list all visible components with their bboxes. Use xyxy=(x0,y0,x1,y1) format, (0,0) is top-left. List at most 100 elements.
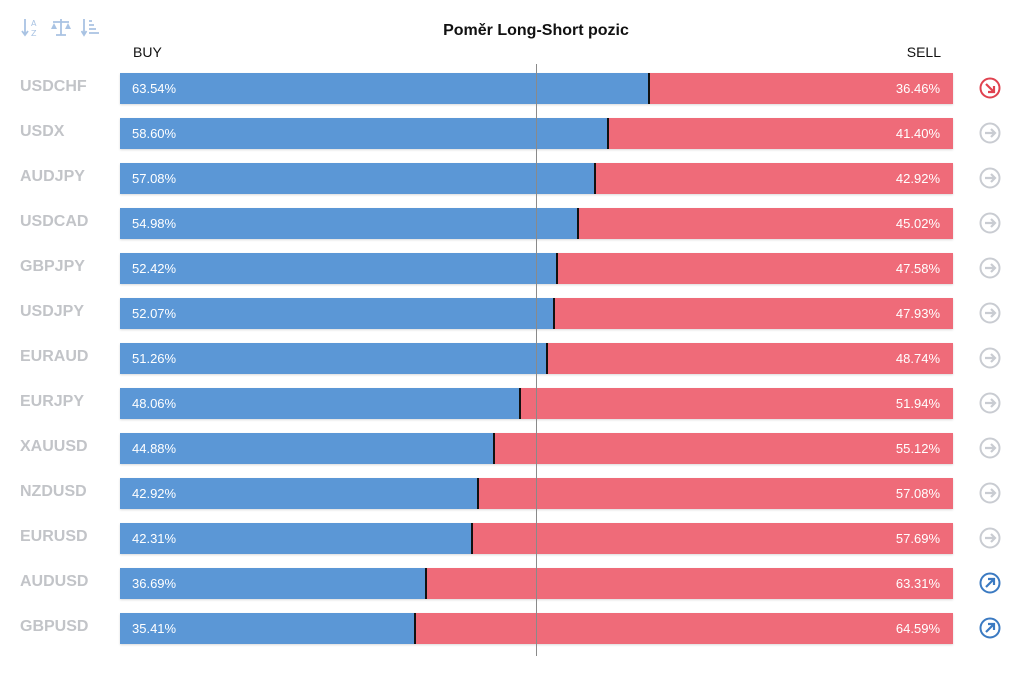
bar-row: USDCAD 54.98% 45.02% xyxy=(0,208,1036,239)
buy-percent-label: 42.31% xyxy=(132,531,177,546)
buy-percent-label: 52.07% xyxy=(132,306,177,321)
sell-bar-segment xyxy=(415,613,953,644)
signal-neutral-icon[interactable] xyxy=(979,347,1001,369)
split-marker xyxy=(648,73,650,104)
ratio-bar: 58.60% 41.40% xyxy=(120,118,953,149)
fifty-percent-line xyxy=(536,64,537,656)
bar-row: NZDUSD 42.92% 57.08% xyxy=(0,478,1036,509)
split-marker xyxy=(553,298,555,329)
symbol-label[interactable]: AUDUSD xyxy=(20,573,89,590)
split-marker xyxy=(519,388,521,419)
split-marker xyxy=(425,568,427,599)
split-marker xyxy=(556,253,558,284)
sell-bar-segment xyxy=(472,523,953,554)
buy-percent-label: 36.69% xyxy=(132,576,177,591)
buy-bar-segment xyxy=(120,298,554,329)
split-marker xyxy=(477,478,479,509)
buy-percent-label: 52.42% xyxy=(132,261,177,276)
sell-header: SELL xyxy=(906,44,941,60)
bar-row: USDCHF 63.54% 36.46% xyxy=(0,73,1036,104)
signal-neutral-icon[interactable] xyxy=(979,212,1001,234)
symbol-label[interactable]: GBPJPY xyxy=(20,258,85,275)
signal-up-icon[interactable] xyxy=(979,572,1001,594)
sell-bar-segment xyxy=(426,568,953,599)
bar-row: AUDUSD 36.69% 63.31% xyxy=(0,568,1036,599)
signal-neutral-icon[interactable] xyxy=(979,482,1001,504)
sell-bar-segment xyxy=(554,298,953,329)
ratio-bar: 52.07% 47.93% xyxy=(120,298,953,329)
symbol-label[interactable]: XAUUSD xyxy=(20,438,88,455)
split-marker xyxy=(414,613,416,644)
buy-bar-segment xyxy=(120,163,595,194)
bar-row: EURUSD 42.31% 57.69% xyxy=(0,523,1036,554)
buy-bar-segment xyxy=(120,343,547,374)
sell-percent-label: 47.58% xyxy=(895,261,940,276)
buy-bar-segment xyxy=(120,478,478,509)
sort-alpha-icon[interactable]: A Z xyxy=(20,14,42,40)
symbol-label[interactable]: EURUSD xyxy=(20,528,88,545)
symbol-label[interactable]: GBPUSD xyxy=(20,618,89,635)
signal-down-icon[interactable] xyxy=(979,77,1001,99)
signal-neutral-icon[interactable] xyxy=(979,257,1001,279)
signal-neutral-icon[interactable] xyxy=(979,122,1001,144)
symbol-label[interactable]: USDCAD xyxy=(20,213,89,230)
signal-neutral-icon[interactable] xyxy=(979,527,1001,549)
ratio-bar: 48.06% 51.94% xyxy=(120,388,953,419)
signal-neutral-icon[interactable] xyxy=(979,392,1001,414)
symbol-label[interactable]: EURAUD xyxy=(20,348,89,365)
balance-icon[interactable] xyxy=(50,14,72,40)
split-marker xyxy=(607,118,609,149)
sell-percent-label: 42.92% xyxy=(895,171,940,186)
buy-percent-label: 35.41% xyxy=(132,621,177,636)
sell-bar-segment xyxy=(494,433,953,464)
symbol-label[interactable]: USDJPY xyxy=(20,303,85,320)
sell-percent-label: 63.31% xyxy=(895,576,940,591)
split-marker xyxy=(546,343,548,374)
ratio-bar: 44.88% 55.12% xyxy=(120,433,953,464)
buy-percent-label: 44.88% xyxy=(132,441,177,456)
ratio-bar: 51.26% 48.74% xyxy=(120,343,953,374)
bar-row: XAUUSD 44.88% 55.12% xyxy=(0,433,1036,464)
buy-bar-segment xyxy=(120,388,520,419)
sell-percent-label: 57.08% xyxy=(895,486,940,501)
ratio-bar: 57.08% 42.92% xyxy=(120,163,953,194)
signal-neutral-icon[interactable] xyxy=(979,437,1001,459)
split-marker xyxy=(471,523,473,554)
sell-percent-label: 64.59% xyxy=(895,621,940,636)
ratio-bar: 54.98% 45.02% xyxy=(120,208,953,239)
buy-bar-segment xyxy=(120,568,426,599)
sell-percent-label: 57.69% xyxy=(895,531,940,546)
buy-percent-label: 58.60% xyxy=(132,126,177,141)
sell-bar-segment xyxy=(557,253,953,284)
svg-text:A: A xyxy=(31,19,37,28)
symbol-label[interactable]: USDCHF xyxy=(20,78,87,95)
sell-percent-label: 51.94% xyxy=(895,396,940,411)
sell-percent-label: 45.02% xyxy=(895,216,940,231)
buy-header: BUY xyxy=(133,44,162,60)
buy-bar-segment xyxy=(120,613,415,644)
symbol-label[interactable]: USDX xyxy=(20,123,65,140)
ratio-bar: 42.92% 57.08% xyxy=(120,478,953,509)
split-marker xyxy=(577,208,579,239)
sell-percent-label: 55.12% xyxy=(895,441,940,456)
signal-up-icon[interactable] xyxy=(979,617,1001,639)
bar-row: USDX 58.60% 41.40% xyxy=(0,118,1036,149)
ratio-bar: 42.31% 57.69% xyxy=(120,523,953,554)
ratio-bar: 63.54% 36.46% xyxy=(120,73,953,104)
sell-percent-label: 47.93% xyxy=(895,306,940,321)
buy-percent-label: 51.26% xyxy=(132,351,177,366)
buy-bar-segment xyxy=(120,73,649,104)
split-marker xyxy=(493,433,495,464)
sort-list-icon[interactable] xyxy=(80,14,102,40)
buy-bar-segment xyxy=(120,208,578,239)
sell-bar-segment xyxy=(649,73,953,104)
sell-percent-label: 41.40% xyxy=(895,126,940,141)
signal-neutral-icon[interactable] xyxy=(979,302,1001,324)
sell-percent-label: 48.74% xyxy=(895,351,940,366)
symbol-label[interactable]: NZDUSD xyxy=(20,483,87,500)
buy-percent-label: 48.06% xyxy=(132,396,177,411)
svg-text:Z: Z xyxy=(31,29,37,38)
signal-neutral-icon[interactable] xyxy=(979,167,1001,189)
symbol-label[interactable]: AUDJPY xyxy=(20,168,85,185)
symbol-label[interactable]: EURJPY xyxy=(20,393,85,410)
